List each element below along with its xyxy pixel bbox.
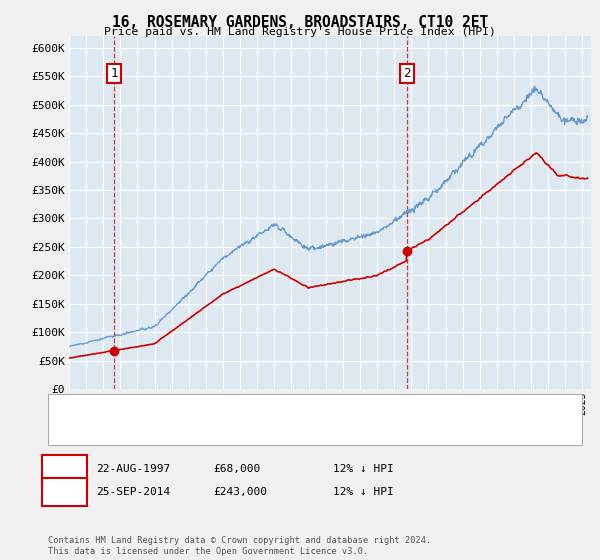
Text: 12% ↓ HPI: 12% ↓ HPI: [333, 487, 394, 497]
Text: £68,000: £68,000: [213, 464, 260, 474]
Text: HPI: Average price, detached house, Thanet: HPI: Average price, detached house, Than…: [97, 426, 360, 436]
Text: 2: 2: [403, 67, 410, 80]
Text: 1: 1: [110, 67, 118, 80]
Text: 25-SEP-2014: 25-SEP-2014: [96, 487, 170, 497]
Text: 22-AUG-1997: 22-AUG-1997: [96, 464, 170, 474]
Text: 12% ↓ HPI: 12% ↓ HPI: [333, 464, 394, 474]
Text: Contains HM Land Registry data © Crown copyright and database right 2024.
This d: Contains HM Land Registry data © Crown c…: [48, 536, 431, 556]
Text: 16, ROSEMARY GARDENS, BROADSTAIRS, CT10 2ET (detached house): 16, ROSEMARY GARDENS, BROADSTAIRS, CT10 …: [97, 403, 472, 413]
Text: £243,000: £243,000: [213, 487, 267, 497]
Text: 2: 2: [61, 485, 68, 498]
Text: 1: 1: [61, 462, 68, 475]
Text: 16, ROSEMARY GARDENS, BROADSTAIRS, CT10 2ET: 16, ROSEMARY GARDENS, BROADSTAIRS, CT10 …: [112, 15, 488, 30]
Text: Price paid vs. HM Land Registry's House Price Index (HPI): Price paid vs. HM Land Registry's House …: [104, 27, 496, 37]
